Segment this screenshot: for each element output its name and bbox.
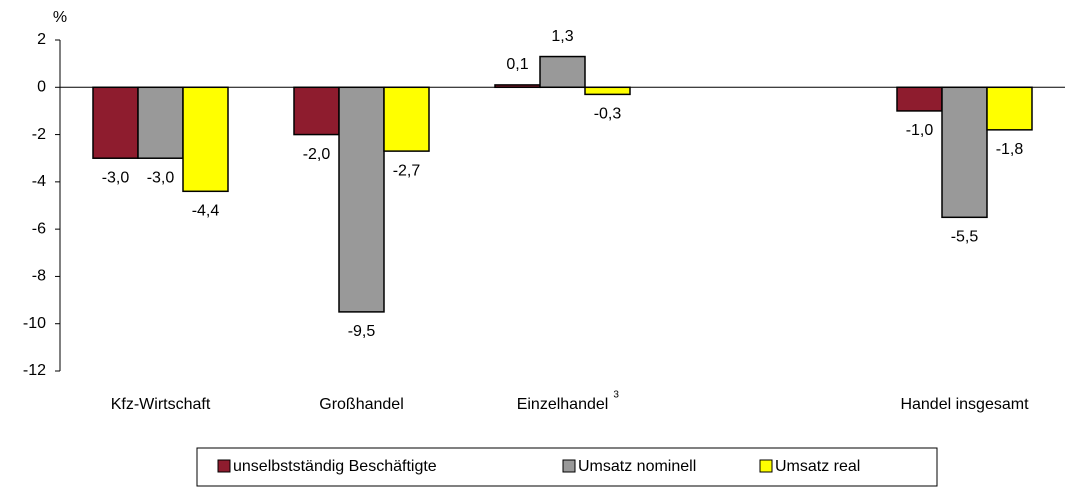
bar (986, 86, 1033, 131)
value-label: 0,1 (506, 56, 528, 73)
value-label: -3,0 (102, 169, 130, 186)
legend-label: unselbstständig Beschäftigte (233, 458, 437, 475)
bar (137, 86, 184, 159)
y-tick-label: -12 (23, 362, 46, 379)
y-tick-label: -10 (23, 315, 46, 332)
legend-swatch (217, 459, 231, 473)
y-tick-label: 0 (37, 79, 46, 96)
value-label: -2,7 (393, 162, 421, 179)
y-unit-label: % (53, 9, 67, 26)
bar (896, 86, 943, 112)
value-label: 1,3 (551, 28, 573, 45)
bar (584, 86, 631, 96)
x-tick-label: Einzelhandel (517, 396, 609, 413)
x-tick-label: Handel insgesamt (900, 396, 1029, 413)
legend-swatch (759, 459, 773, 473)
bar (941, 86, 988, 219)
x-tick-label: Kfz-Wirtschaft (111, 396, 211, 413)
legend-label: Umsatz real (775, 458, 860, 475)
y-tick-label: -2 (32, 126, 46, 143)
bar (539, 55, 586, 89)
value-label: -5,5 (951, 229, 979, 246)
x-tick-label: Großhandel (319, 396, 404, 413)
bar (383, 86, 430, 152)
bar (338, 86, 385, 313)
value-label: -2,0 (303, 146, 331, 163)
legend-label: Umsatz nominell (578, 458, 696, 475)
value-label: -1,0 (906, 122, 934, 139)
value-label: -4,4 (192, 203, 220, 220)
value-label: -3,0 (147, 169, 175, 186)
value-label: -0,3 (594, 106, 622, 123)
value-label: -9,5 (348, 323, 376, 340)
bar (182, 86, 229, 193)
value-label: -1,8 (996, 141, 1024, 158)
legend-swatch (562, 459, 576, 473)
bar (293, 86, 340, 136)
y-tick-label: -4 (32, 173, 46, 190)
bar (92, 86, 139, 159)
y-tick-label: 2 (37, 31, 46, 48)
y-tick-label: -6 (32, 220, 46, 237)
category-note: 3 (613, 390, 619, 401)
y-tick-label: -8 (32, 268, 46, 285)
